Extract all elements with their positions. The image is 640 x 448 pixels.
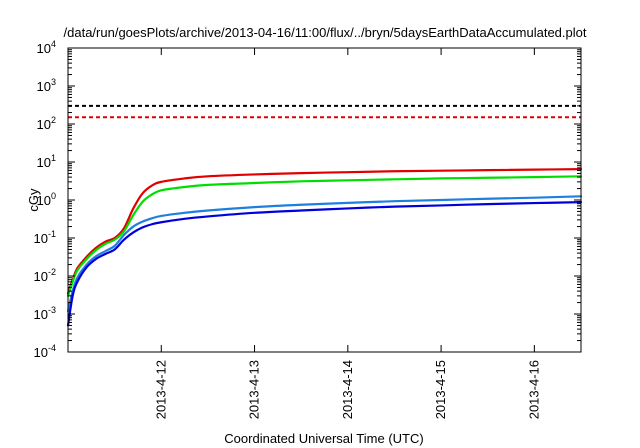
x-tick-label: 2013-4-14 (340, 360, 355, 419)
y-tick-label-exponent: -2 (48, 267, 56, 277)
x-tick-label: 2013-4-16 (526, 360, 541, 419)
y-tick-label-base: 10 (34, 231, 48, 246)
y-tick-label-exponent: 2 (51, 115, 56, 125)
y-tick-label-base: 10 (37, 155, 51, 170)
y-tick-label-exponent: -1 (48, 229, 56, 239)
y-tick-label: 10-1 (34, 229, 56, 246)
y-tick-label-exponent: -3 (48, 305, 56, 315)
y-tick-label-exponent: 3 (51, 77, 56, 87)
y-tick-label-exponent: 1 (51, 153, 56, 163)
series-line-3 (66, 195, 583, 313)
y-axis-label-group: cGy (26, 188, 41, 212)
y-axis-label: cGy (26, 188, 41, 212)
y-tick-label-base: 10 (34, 307, 48, 322)
y-tick-label-exponent: -4 (48, 343, 56, 353)
y-tick-label-exponent: 4 (51, 39, 56, 49)
y-tick-label: 10-3 (34, 305, 56, 322)
x-tick-label: 2013-4-12 (153, 360, 168, 419)
series-line-4 (66, 201, 583, 327)
y-tick-label-base: 10 (37, 79, 51, 94)
y-tick-label-base: 10 (37, 193, 51, 208)
y-tick-label: 102 (37, 115, 56, 132)
x-axis-label: Coordinated Universal Time (UTC) (224, 431, 423, 446)
y-tick-label-base: 10 (37, 41, 51, 56)
y-tick-label: 103 (37, 77, 56, 94)
chart-title: /data/run/goesPlots/archive/2013-04-16/1… (64, 25, 587, 40)
y-tick-label-base: 10 (34, 269, 48, 284)
y-tick-label: 104 (37, 39, 56, 56)
plot-area: 10-410-310-210-11001011021031042013-4-12… (34, 39, 583, 419)
y-tick-label-base: 10 (37, 117, 51, 132)
y-tick-label-exponent: 0 (51, 191, 56, 201)
series-line-2 (66, 175, 583, 297)
y-tick-label: 10-4 (34, 343, 56, 360)
series-line-1 (66, 168, 583, 295)
y-tick-label: 101 (37, 153, 56, 170)
x-tick-label: 2013-4-13 (247, 360, 262, 419)
y-tick-label: 100 (37, 191, 56, 208)
y-tick-label: 10-2 (34, 267, 56, 284)
x-tick-label: 2013-4-15 (433, 360, 448, 419)
y-tick-label-base: 10 (34, 345, 48, 360)
